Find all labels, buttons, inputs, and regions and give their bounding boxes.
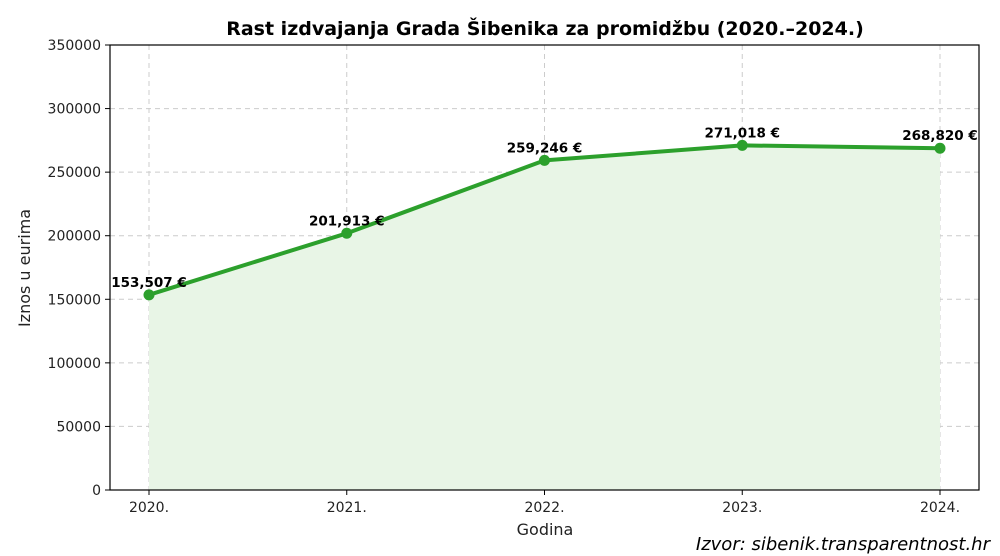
y-tick-label: 150000 bbox=[48, 292, 101, 308]
data-label: 201,913 € bbox=[309, 213, 385, 229]
data-label: 259,246 € bbox=[507, 140, 583, 156]
y-tick-label: 250000 bbox=[48, 165, 101, 181]
y-tick-label: 350000 bbox=[48, 38, 101, 54]
x-axis-label: Godina bbox=[517, 520, 574, 539]
data-point bbox=[539, 154, 550, 166]
y-axis-label: Iznos u eurima bbox=[15, 209, 34, 327]
x-tick-label: 2024. bbox=[920, 500, 960, 516]
chart-title: Rast izdvajanja Grada Šibenika za promid… bbox=[226, 16, 864, 40]
source-note: Izvor: sibenik.transparentnost.hr bbox=[696, 534, 992, 555]
y-tick-label: 0 bbox=[92, 483, 101, 499]
y-tick-label: 200000 bbox=[48, 229, 101, 245]
data-point bbox=[736, 139, 748, 151]
data-labels: 153,507 € 201,913 € 259,246 € 271,018 € 268,… bbox=[111, 125, 978, 290]
data-points bbox=[143, 139, 946, 301]
plot-frame bbox=[109, 44, 980, 491]
y-tick-label: 50000 bbox=[56, 419, 101, 435]
y-tick-label: 300000 bbox=[48, 102, 101, 118]
data-label: 153,507 € bbox=[111, 275, 187, 291]
data-label: 271,018 € bbox=[704, 125, 780, 141]
data-point bbox=[143, 289, 155, 301]
x-tick-label: 2022. bbox=[524, 500, 564, 516]
data-point bbox=[341, 227, 353, 239]
x-tick-label: 2020. bbox=[129, 500, 169, 516]
axis-ticks: 0 50000 100000 150000 200000 250000 300000 3500… bbox=[48, 38, 961, 516]
data-point bbox=[934, 142, 946, 154]
x-tick-label: 2021. bbox=[327, 500, 367, 516]
x-tick-label: 2023. bbox=[722, 500, 762, 516]
y-tick-label: 100000 bbox=[48, 356, 101, 372]
data-label: 268,820 € bbox=[902, 128, 978, 144]
area-fill bbox=[149, 145, 940, 490]
